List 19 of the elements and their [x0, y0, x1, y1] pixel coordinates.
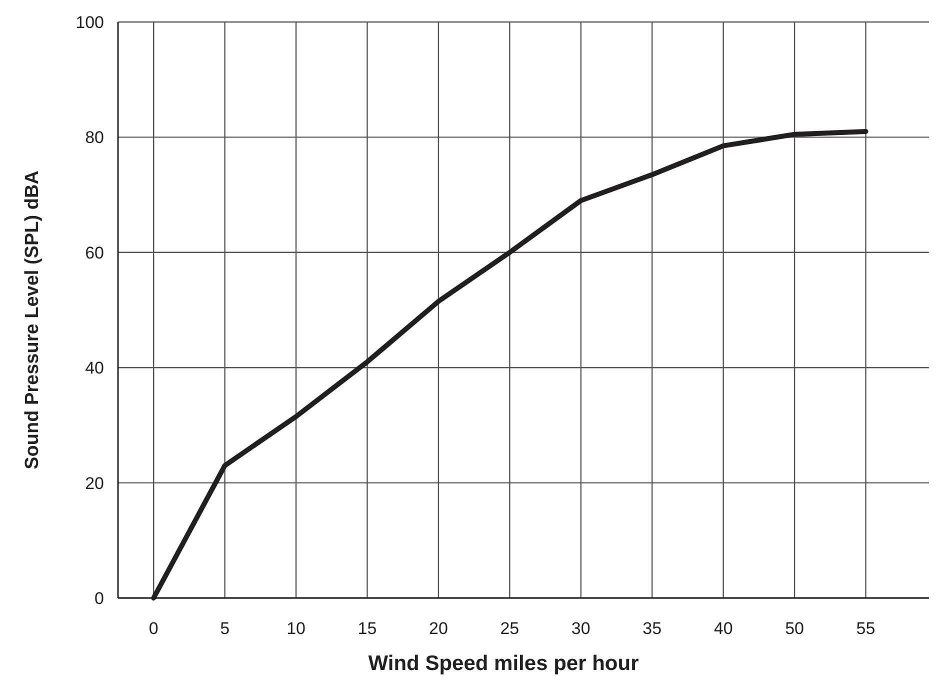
y-tick-label: 60 — [85, 243, 104, 262]
y-tick-label: 100 — [76, 12, 104, 32]
x-tick-label: 5 — [220, 619, 230, 638]
x-tick-label: 55 — [856, 619, 876, 638]
x-tick-label: 15 — [358, 619, 377, 638]
y-tick-label: 0 — [94, 588, 104, 608]
y-tick-label: 40 — [85, 358, 104, 378]
x-tick-label: 30 — [571, 619, 590, 638]
y-tick-label: 20 — [85, 474, 104, 493]
x-tick-label: 35 — [642, 619, 662, 638]
y-tick-label: 80 — [85, 128, 104, 148]
x-tick-label: 40 — [714, 619, 733, 638]
x-tick-label: 25 — [500, 619, 520, 638]
x-axis-title: Wind Speed miles per hour — [368, 652, 639, 675]
x-tick-label: 20 — [429, 619, 448, 638]
x-tick-label: 10 — [286, 619, 306, 638]
x-tick-label: 0 — [148, 619, 158, 638]
x-tick-label: 50 — [785, 619, 804, 638]
y-axis-title: Sound Pressure Level (SPL) dBA — [22, 170, 43, 470]
